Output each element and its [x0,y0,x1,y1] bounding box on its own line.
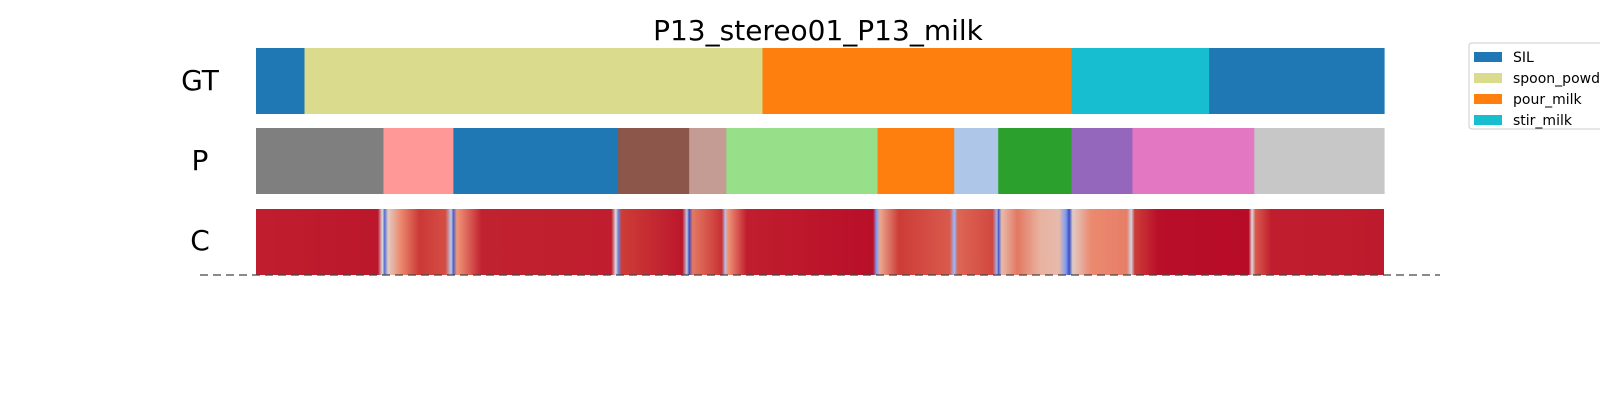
p-segment-5 [689,128,727,194]
legend-label-1: SIL [1513,50,1534,66]
p-segment-9 [998,128,1073,194]
p-segment-10 [1071,128,1134,194]
p-segment-6 [726,128,879,194]
confidence-strip [256,209,1384,275]
row-label-c: C [190,224,210,257]
row-label-p: P [192,144,209,177]
gt-segment-1 [256,48,306,114]
legend-swatch-2 [1474,73,1502,83]
gt-segment-4 [1071,48,1210,114]
p-segment-7 [877,128,955,194]
prediction-row [256,128,1385,194]
legend: SIL spoon_powd pour_milk stir_milk [1468,42,1600,130]
chart-title: P13_stereo01_P13_milk [653,14,984,47]
p-segment-2 [383,128,454,194]
legend-swatch-3 [1474,94,1502,104]
p-segment-3 [453,128,619,194]
legend-label-2: spoon_powd [1513,71,1600,87]
legend-swatch-1 [1474,52,1502,62]
p-segment-1 [256,128,385,194]
legend-label-4: stir_milk [1513,113,1573,129]
p-segment-8 [954,128,999,194]
gt-segment-2 [304,48,764,114]
gt-segment-5 [1209,48,1385,114]
gt-segment-3 [762,48,1073,114]
ground-truth-row [256,48,1385,114]
legend-frame [1468,42,1600,130]
p-segment-11 [1132,128,1255,194]
p-segment-4 [618,128,690,194]
row-label-gt: GT [181,64,220,97]
legend-swatch-4 [1474,115,1502,125]
p-segment-12 [1254,128,1385,194]
legend-label-3: pour_milk [1513,92,1582,108]
